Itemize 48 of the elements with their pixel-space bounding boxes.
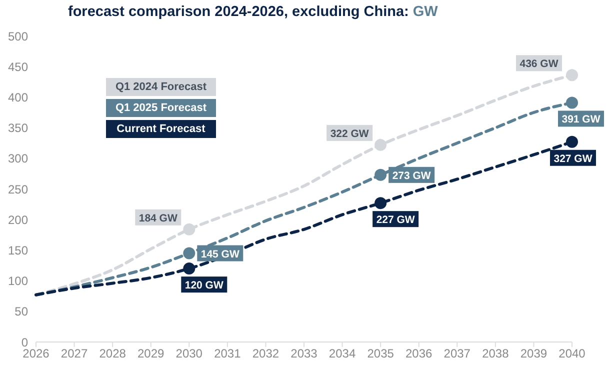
y-tick-label: 250 [8, 182, 28, 196]
x-tick-label: 2034 [328, 346, 356, 361]
data-label: 391 GW [562, 114, 600, 126]
point [183, 223, 196, 236]
text: Q1 2024 Forecast [106, 78, 216, 96]
data-label: 227 GW [376, 214, 415, 226]
data-label: 273 GW [392, 170, 431, 182]
text: Q1 2025 Forecast [106, 99, 216, 117]
y-tick-label: 200 [8, 212, 28, 227]
y-tick-label: 350 [8, 121, 28, 136]
point [374, 138, 387, 151]
chart-title: forecast comparison 2024-2026, excluding China: GW [68, 4, 438, 20]
y-tick-label: 0 [21, 335, 28, 350]
x-tick-label: 2040 [558, 346, 586, 361]
y-tick-label: 150 [8, 243, 28, 258]
y-tick-label: 100 [8, 274, 28, 288]
x-tick-label: 2030 [176, 346, 203, 361]
y-tick-label: 300 [8, 152, 28, 166]
x-tick-label: 2035 [367, 346, 394, 361]
text: Current Forecast [106, 120, 216, 138]
data-label: 436 GW [520, 58, 558, 70]
point [183, 262, 196, 275]
point [374, 197, 387, 210]
data-label: 145 GW [200, 248, 240, 260]
data-label: 120 GW [184, 280, 224, 292]
x-tick-label: 2031 [214, 346, 242, 361]
point [566, 136, 578, 148]
data-label: 327 GW [554, 152, 592, 165]
data-label: 322 GW [330, 128, 369, 140]
y-tick-label: 450 [8, 60, 28, 74]
x-tick-label: 2029 [138, 346, 165, 361]
point [183, 247, 196, 260]
y-tick-label: 50 [14, 304, 28, 319]
x-tick-label: 2039 [520, 346, 548, 361]
y-tick-label: 400 [8, 90, 28, 104]
x-tick-label: 2033 [290, 346, 318, 361]
x-tick-label: 2032 [252, 346, 280, 361]
y-tick-label: 500 [8, 29, 28, 44]
point [374, 168, 387, 181]
x-tick-label: 2027 [60, 346, 88, 361]
point [566, 96, 578, 109]
point [566, 69, 578, 82]
x-tick-label: 2026 [22, 346, 50, 361]
x-tick-label: 2038 [482, 346, 510, 361]
x-tick-label: 2028 [99, 346, 126, 361]
data-label: 184 GW [138, 212, 178, 224]
x-tick-label: 2037 [444, 346, 471, 361]
x-tick-label: 2036 [406, 346, 433, 361]
